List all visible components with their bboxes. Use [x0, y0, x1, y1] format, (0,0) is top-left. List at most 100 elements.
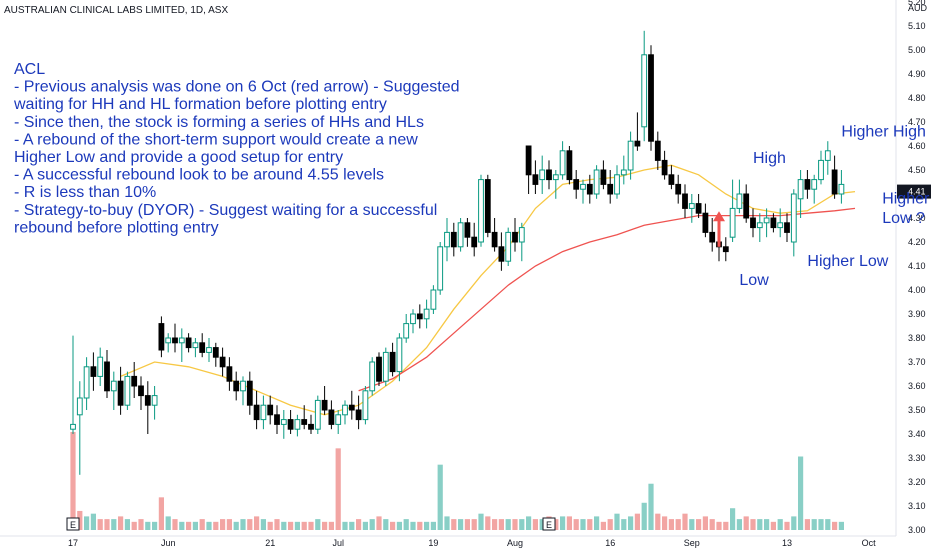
- price-tick: 3.10: [908, 501, 926, 511]
- candle-body: [750, 217, 756, 229]
- candle-body: [838, 183, 845, 195]
- volume-bar: [369, 519, 375, 530]
- candle-body: [416, 313, 423, 320]
- candle-body: [580, 183, 586, 190]
- price-tick: 4.10: [908, 261, 926, 271]
- volume-bar: [539, 519, 545, 530]
- candle-body: [573, 179, 580, 190]
- volume-bar: [600, 521, 606, 530]
- candle-body: [410, 313, 416, 325]
- volume-bar: [376, 516, 382, 530]
- volume-bar: [118, 516, 124, 530]
- volume-bar: [308, 521, 314, 530]
- candle-body: [546, 169, 552, 181]
- volume-bar: [485, 516, 491, 530]
- candle-body: [552, 174, 559, 181]
- volume-bar: [777, 519, 783, 530]
- volume-bar: [655, 513, 661, 530]
- candle-body: [104, 361, 110, 392]
- volume-bar: [233, 521, 239, 530]
- pattern-label: Higher: [882, 191, 930, 208]
- candle-body: [355, 409, 362, 421]
- volume-bar: [145, 521, 151, 530]
- volume-bar: [702, 516, 708, 530]
- candle-body: [770, 217, 777, 229]
- volume-bar: [226, 519, 232, 530]
- candle-body: [83, 366, 90, 399]
- candle-body: [756, 222, 763, 229]
- volume-bar: [838, 521, 844, 530]
- candle-body: [233, 380, 240, 392]
- candle-body: [784, 222, 790, 233]
- volume-bar: [560, 516, 566, 530]
- candle-body: [287, 419, 294, 430]
- candle-body: [246, 380, 253, 406]
- candle-body: [165, 337, 172, 344]
- volume-bar: [322, 521, 328, 530]
- volume-bar: [410, 521, 416, 530]
- candle-body: [423, 308, 430, 320]
- volume-bar: [396, 521, 402, 530]
- candle-body: [464, 222, 471, 238]
- candle-body: [566, 150, 573, 181]
- volume-bar: [90, 513, 96, 530]
- volume-bar: [764, 519, 770, 530]
- volume-bar: [84, 516, 90, 530]
- candle-body: [362, 390, 369, 421]
- candle-body: [240, 380, 246, 392]
- candle-body: [811, 179, 818, 190]
- candle-body: [593, 169, 600, 195]
- candle-body: [790, 193, 797, 243]
- candle-body: [450, 231, 457, 248]
- volume-bar: [662, 516, 668, 530]
- volume-bar: [689, 519, 695, 530]
- volume-bar: [342, 521, 348, 530]
- volume-bar: [832, 521, 838, 530]
- volume-bar: [206, 521, 212, 530]
- candle-body: [321, 399, 328, 411]
- earnings-marker: [542, 517, 556, 531]
- candle-body: [804, 179, 811, 190]
- pattern-label: High: [753, 150, 786, 167]
- volume-bar: [288, 521, 294, 530]
- candle-body: [117, 380, 124, 406]
- time-tick: Sep: [684, 538, 700, 548]
- volume-bar: [825, 519, 831, 530]
- volume-bar: [634, 513, 640, 530]
- candle-body: [124, 375, 131, 406]
- candle-body: [403, 323, 410, 339]
- volume-bars: [70, 432, 844, 530]
- volume-bar: [736, 519, 742, 530]
- analysis-note-line: - R is less than 10%: [14, 184, 156, 201]
- volume-bar: [553, 519, 559, 530]
- candle-body: [627, 140, 634, 171]
- candle-body: [661, 159, 668, 176]
- volume-bar: [668, 519, 674, 530]
- price-tick: 5.00: [908, 45, 926, 55]
- candle-body: [641, 54, 648, 128]
- volume-bar: [757, 519, 763, 530]
- candle-body: [648, 54, 654, 142]
- candle-body: [505, 231, 512, 262]
- candle-body: [539, 169, 546, 181]
- price-tick: 4.70: [908, 117, 926, 127]
- volume-bar: [526, 516, 532, 530]
- volume-bar: [260, 519, 266, 530]
- volume-bar: [165, 516, 171, 530]
- candle-body: [396, 337, 403, 373]
- volume-bar: [172, 519, 178, 530]
- analysis-note-line: ACL: [14, 61, 45, 78]
- price-tick: 3.70: [908, 357, 926, 367]
- candle-body: [668, 174, 675, 185]
- volume-bar: [186, 521, 192, 530]
- volume-bar: [199, 519, 205, 530]
- pattern-label: Higher High: [841, 123, 925, 140]
- volume-bar: [383, 519, 389, 530]
- candle-body: [158, 323, 165, 351]
- candle-body: [457, 222, 464, 248]
- volume-bar: [403, 519, 409, 530]
- volume-bar: [220, 519, 226, 530]
- annotations: ACL- Previous analysis was done on 6 Oct…: [13, 61, 930, 289]
- volume-bar: [696, 519, 702, 530]
- time-axis: 17Jun21Jul19Aug16Sep13Oct18Nov15: [0, 535, 896, 548]
